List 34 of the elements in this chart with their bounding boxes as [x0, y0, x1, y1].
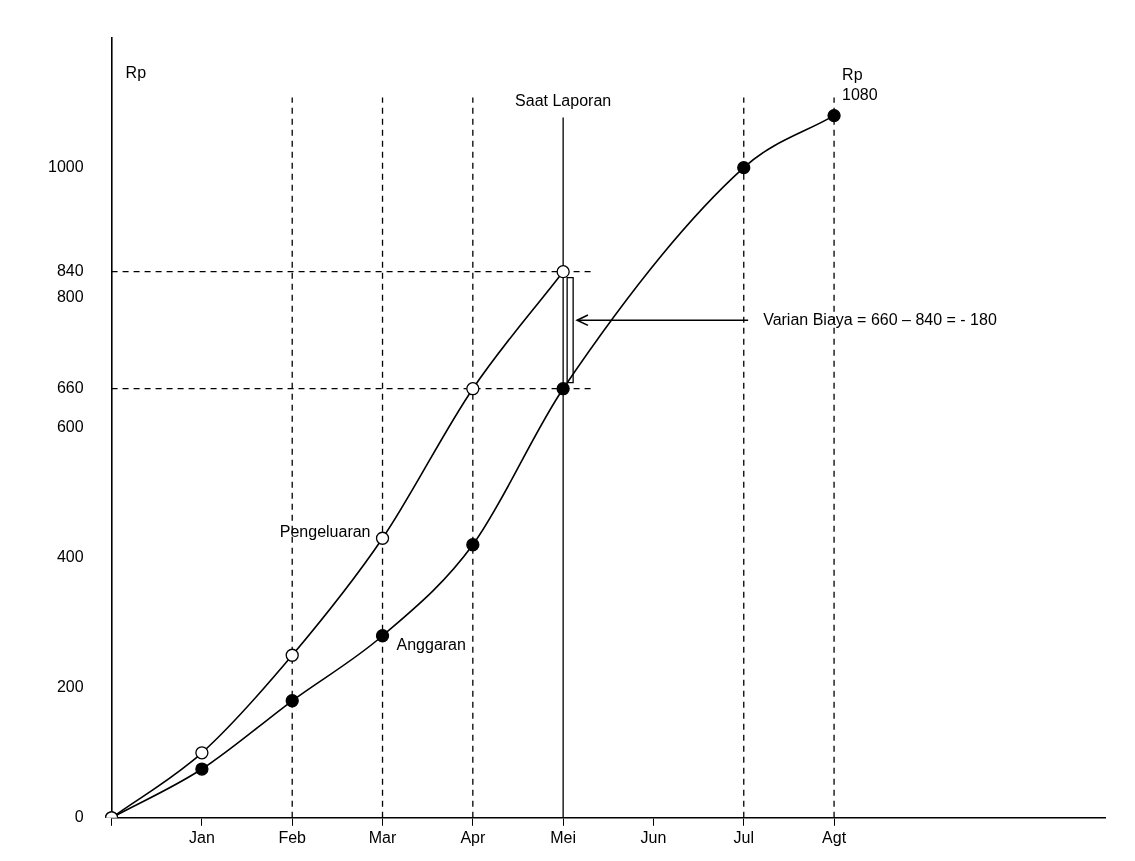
point: [556, 382, 570, 396]
x-tick-label: Jun: [640, 828, 667, 846]
point: [195, 762, 209, 776]
x-tick-label: Apr: [460, 828, 486, 846]
point: [556, 265, 570, 279]
series-label: Anggaran: [396, 636, 466, 654]
x-tick-label: Jul: [733, 828, 754, 846]
y-tick-label: 800: [56, 288, 84, 306]
point: [466, 538, 480, 552]
point: [827, 108, 841, 123]
x-tick-label: Mei: [550, 828, 577, 846]
x-tick-label: Mar: [368, 828, 397, 846]
series-label: Pengeluaran: [279, 522, 371, 540]
point: [737, 160, 751, 175]
x-tick-label: Agt: [822, 828, 847, 846]
point: [375, 531, 390, 545]
annotation: Varian Biaya = 660 – 840 = - 180: [763, 310, 997, 328]
point: [285, 694, 299, 708]
y-axis-title: Rp: [125, 64, 147, 82]
point: [375, 629, 390, 643]
x-tick-label: Feb: [278, 828, 307, 846]
y-tick-label: 600: [56, 418, 84, 436]
y-tick-label: 0: [74, 808, 84, 826]
y-tick-label: 840: [56, 262, 84, 280]
point: [466, 382, 480, 396]
y-tick-label: 1000: [48, 158, 84, 176]
x-tick-label: Jan: [189, 828, 215, 846]
y-tick-label: 200: [56, 678, 84, 696]
annotation: Rp 1080: [842, 66, 878, 104]
point: [285, 648, 299, 662]
ref-line-label: Saat Laporan: [515, 92, 612, 110]
y-tick-label: 400: [56, 548, 84, 566]
point: [195, 746, 209, 760]
y-tick-label: 660: [56, 379, 84, 397]
